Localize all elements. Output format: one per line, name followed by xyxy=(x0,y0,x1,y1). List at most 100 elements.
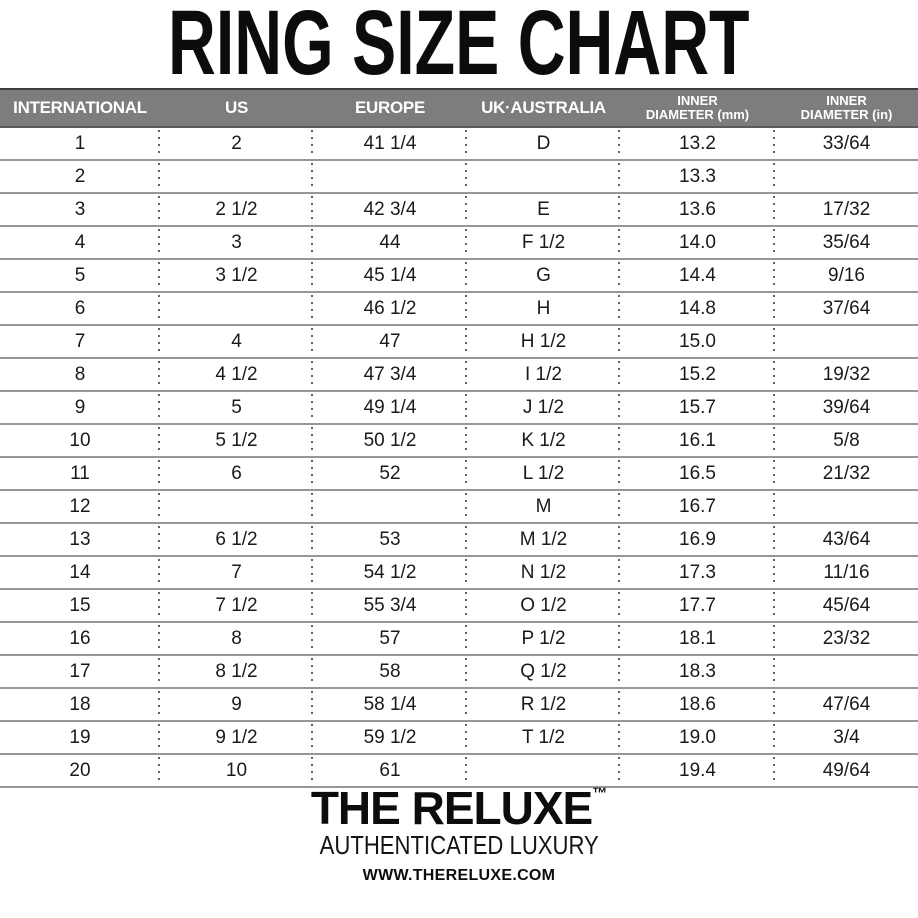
column-header: UK·AUSTRALIA xyxy=(467,88,620,128)
table-cell: 10 xyxy=(160,754,313,788)
table-cell: 1 xyxy=(0,127,160,161)
ring-size-table: INTERNATIONAL US EUROPE UK·AUSTRALIA INNER D… xyxy=(0,88,918,788)
table-cell: 3 xyxy=(0,193,160,227)
table-cell: 59 1/2 xyxy=(313,721,467,755)
table-cell: 5/8 xyxy=(775,424,918,458)
table-header-row: INTERNATIONAL US EUROPE UK·AUSTRALIA INNER D… xyxy=(0,88,918,128)
table-row: 18 9 58 1/4 R 1/2 18.6 47/64 xyxy=(0,688,918,722)
table-row: 16 8 57 P 1/2 18.1 23/32 xyxy=(0,622,918,656)
table-row: 9 5 49 1/4 J 1/2 15.7 39/64 xyxy=(0,391,918,425)
table-cell: 19/32 xyxy=(775,358,918,392)
table-cell: 9/16 xyxy=(775,259,918,293)
table-cell: 3 1/2 xyxy=(160,259,313,293)
table-cell: G xyxy=(467,259,620,293)
table-cell: 6 xyxy=(0,292,160,326)
table-cell: 17 xyxy=(0,655,160,689)
table-cell xyxy=(467,754,620,788)
column-header: US xyxy=(160,88,313,128)
table-cell: R 1/2 xyxy=(467,688,620,722)
table-cell: I 1/2 xyxy=(467,358,620,392)
table-cell: 6 xyxy=(160,457,313,491)
table-cell: 12 xyxy=(0,490,160,524)
table-row: 1 2 41 1/4 D 13.2 33/64 xyxy=(0,127,918,161)
table-cell: H xyxy=(467,292,620,326)
table-row: 2 13.3 xyxy=(0,160,918,194)
table-cell: 18.1 xyxy=(620,622,775,656)
table-cell: 33/64 xyxy=(775,127,918,161)
table-cell: 20 xyxy=(0,754,160,788)
table-cell: F 1/2 xyxy=(467,226,620,260)
table-cell: T 1/2 xyxy=(467,721,620,755)
table-cell: L 1/2 xyxy=(467,457,620,491)
table-cell: 55 3/4 xyxy=(313,589,467,623)
table-row: 4 3 44 F 1/2 14.0 35/64 xyxy=(0,226,918,260)
title-bar: RING SIZE CHART xyxy=(0,0,918,95)
table-cell: 18.3 xyxy=(620,655,775,689)
table-cell xyxy=(775,325,918,359)
table-cell: 54 1/2 xyxy=(313,556,467,590)
column-header: INTERNATIONAL xyxy=(0,88,160,128)
table-cell: 14.0 xyxy=(620,226,775,260)
table-cell: 35/64 xyxy=(775,226,918,260)
table-cell: 9 1/2 xyxy=(160,721,313,755)
table-cell: 19 xyxy=(0,721,160,755)
table-cell: 2 xyxy=(160,127,313,161)
column-header: INNER DIAMETER (in) xyxy=(775,88,918,128)
trademark-symbol: ™ xyxy=(592,785,608,803)
table-row: 15 7 1/2 55 3/4 O 1/2 17.7 45/64 xyxy=(0,589,918,623)
table-cell: 45/64 xyxy=(775,589,918,623)
table-cell: 8 xyxy=(0,358,160,392)
table-cell: N 1/2 xyxy=(467,556,620,590)
table-cell: 44 xyxy=(313,226,467,260)
table-cell: 16.1 xyxy=(620,424,775,458)
table-cell: 16.5 xyxy=(620,457,775,491)
table-cell: 49 1/4 xyxy=(313,391,467,425)
brand-tagline: AUTHENTICATED LUXURY xyxy=(319,830,599,861)
table-cell: 11 xyxy=(0,457,160,491)
table-row: 12 M 16.7 xyxy=(0,490,918,524)
table-cell: 19.4 xyxy=(620,754,775,788)
table-cell: 13.2 xyxy=(620,127,775,161)
table-cell: 13.6 xyxy=(620,193,775,227)
table-cell: 2 1/2 xyxy=(160,193,313,227)
table-cell xyxy=(313,160,467,194)
page-title: RING SIZE CHART xyxy=(168,0,750,95)
column-header: INNER DIAMETER (mm) xyxy=(620,88,775,128)
table-cell: O 1/2 xyxy=(467,589,620,623)
brand-name: THE RELUXE xyxy=(310,782,593,835)
table-cell: 41 1/4 xyxy=(313,127,467,161)
table-row: 20 10 61 19.4 49/64 xyxy=(0,754,918,788)
table-row: 6 46 1/2 H 14.8 37/64 xyxy=(0,292,918,326)
table-cell xyxy=(775,490,918,524)
table-cell: 7 xyxy=(0,325,160,359)
table-cell: 15 xyxy=(0,589,160,623)
table-cell: 43/64 xyxy=(775,523,918,557)
table-cell: 9 xyxy=(160,688,313,722)
table-cell: 39/64 xyxy=(775,391,918,425)
table-cell xyxy=(160,292,313,326)
table-cell: 14.8 xyxy=(620,292,775,326)
table-cell: 16 xyxy=(0,622,160,656)
table-cell: H 1/2 xyxy=(467,325,620,359)
table-cell: 13 xyxy=(0,523,160,557)
table-cell: 58 1/4 xyxy=(313,688,467,722)
table-cell: 53 xyxy=(313,523,467,557)
table-cell: E xyxy=(467,193,620,227)
table-cell: D xyxy=(467,127,620,161)
table-cell: 15.2 xyxy=(620,358,775,392)
table-cell: M xyxy=(467,490,620,524)
table-cell: 45 1/4 xyxy=(313,259,467,293)
table-cell: 11/16 xyxy=(775,556,918,590)
table-cell: P 1/2 xyxy=(467,622,620,656)
table-cell: 50 1/2 xyxy=(313,424,467,458)
column-header: EUROPE xyxy=(313,88,467,128)
table-cell: 18 xyxy=(0,688,160,722)
table-cell: 17.3 xyxy=(620,556,775,590)
table-cell: 15.7 xyxy=(620,391,775,425)
table-cell: 52 xyxy=(313,457,467,491)
table-cell: 47/64 xyxy=(775,688,918,722)
